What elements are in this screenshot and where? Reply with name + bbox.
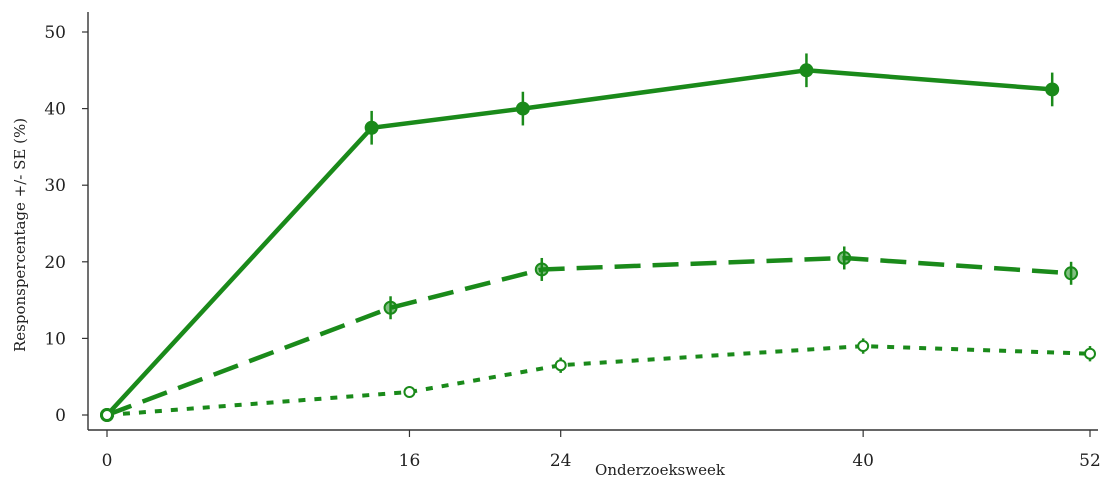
y-tick-label: 30: [44, 176, 66, 196]
data-point: [1084, 347, 1096, 360]
y-axis-title: Responspercentage +/- SE (%): [11, 118, 29, 352]
data-point: [383, 300, 398, 315]
y-tick-label: 20: [44, 253, 66, 273]
x-axis-title: Onderzoeksweek: [595, 461, 726, 479]
y-tick-label: 10: [44, 329, 66, 349]
x-tick-label: 40: [852, 451, 874, 471]
x-tick-label: 24: [550, 451, 572, 471]
series-line: [105, 68, 1053, 417]
series-dotted: [101, 338, 1096, 421]
series-group: [100, 53, 1096, 422]
data-point: [799, 63, 814, 78]
data-point: [1064, 266, 1079, 281]
data-point: [403, 386, 416, 399]
y-tick-label: 40: [44, 100, 66, 120]
data-point: [534, 262, 549, 277]
x-tick-label: 52: [1079, 451, 1101, 471]
data-point: [857, 340, 870, 353]
data-point: [101, 409, 113, 421]
data-point: [515, 101, 530, 116]
series-solid: [100, 53, 1060, 422]
data-point: [1045, 82, 1060, 97]
axes: 0 10 20 30 40 50 0 16 24 40 52: [44, 12, 1101, 471]
data-point: [554, 359, 567, 372]
series-dashed: [100, 246, 1079, 422]
series-line: [106, 344, 1091, 417]
series-line: [106, 255, 1072, 418]
x-tick-label: 16: [399, 451, 421, 471]
x-tick-label: 0: [102, 451, 113, 471]
y-tick-label: 50: [44, 23, 66, 43]
data-point: [364, 120, 379, 135]
data-point: [837, 250, 852, 265]
y-tick-label: 0: [55, 406, 66, 426]
